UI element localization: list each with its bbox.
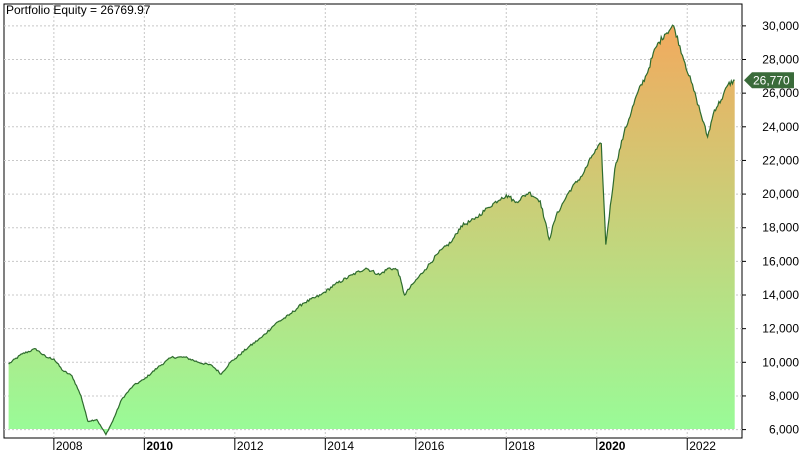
x-tick-label: 2020 bbox=[599, 439, 626, 453]
y-tick-label: 10,000 bbox=[762, 355, 799, 369]
y-tick-label: 24,000 bbox=[762, 120, 799, 134]
chart-title: Portfolio Equity = 26769.97 bbox=[6, 3, 151, 17]
y-tick-label: 20,000 bbox=[762, 187, 799, 201]
equity-line bbox=[8, 24, 735, 436]
y-tick-label: 8,000 bbox=[769, 389, 799, 403]
x-tick-label: 2008 bbox=[56, 439, 83, 453]
y-tick-label: 18,000 bbox=[762, 221, 799, 235]
y-tick-label: 6,000 bbox=[769, 423, 799, 437]
x-tick-label: 2022 bbox=[689, 439, 716, 453]
y-tick-label: 22,000 bbox=[762, 153, 799, 167]
y-axis: 6,000 8,000 10,000 12,000 14,000 16,000 18,000… bbox=[742, 19, 799, 437]
y-tick-label: 26,000 bbox=[762, 86, 799, 100]
y-tick-label: 14,000 bbox=[762, 288, 799, 302]
x-tick-label: 2016 bbox=[418, 439, 445, 453]
x-tick-label: 2012 bbox=[237, 439, 264, 453]
x-tick-label: 2010 bbox=[146, 439, 173, 453]
last-value-label: 26,770 bbox=[753, 74, 790, 88]
value-tag-shape bbox=[744, 72, 794, 89]
y-tick-label: 16,000 bbox=[762, 254, 799, 268]
x-tick-label: 2018 bbox=[508, 439, 535, 453]
y-tick-label: 30,000 bbox=[762, 19, 799, 33]
y-tick-label: 12,000 bbox=[762, 322, 799, 336]
last-value-tag: 26,770 bbox=[744, 72, 794, 89]
y-tick-label: 28,000 bbox=[762, 53, 799, 67]
equity-area bbox=[8, 25, 735, 435]
x-tick-label: 2014 bbox=[327, 439, 354, 453]
x-axis: 2008 2010 2012 2014 2016 2018 2020 2022 bbox=[53, 438, 716, 453]
